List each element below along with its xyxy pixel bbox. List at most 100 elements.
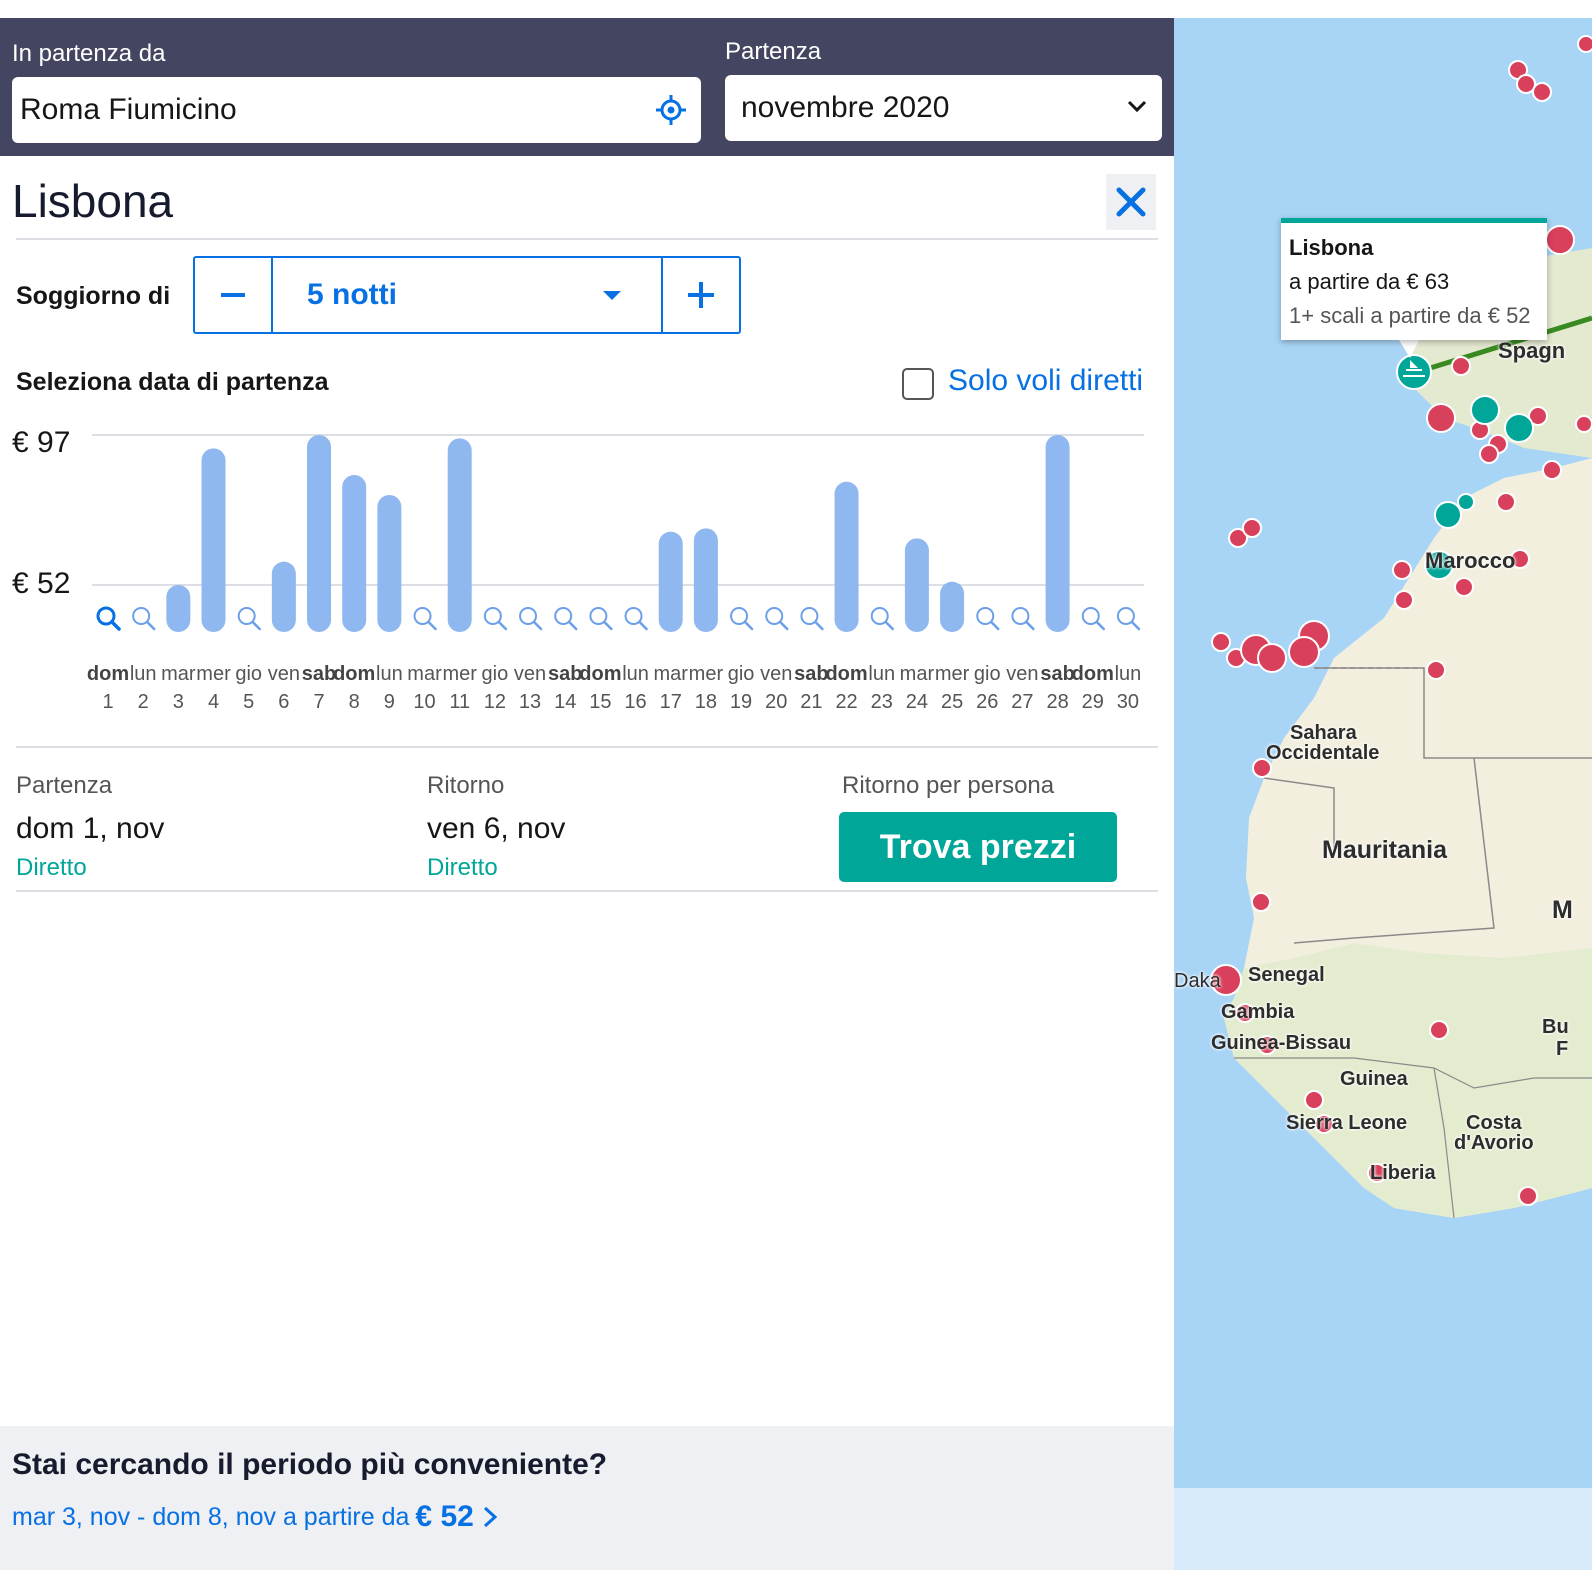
weekday-label: mar (161, 663, 196, 685)
price-bar[interactable] (834, 481, 859, 632)
map-label-davorio: d'Avorio (1454, 1132, 1534, 1154)
price-bar[interactable] (166, 585, 191, 632)
destination-pins[interactable] (1210, 35, 1592, 1206)
search-date-icon[interactable] (483, 607, 508, 631)
map-view[interactable]: Spagn Marocco Sahara Occidentale Maurita… (1174, 18, 1592, 1570)
locate-icon[interactable] (655, 94, 687, 126)
search-date-icon[interactable] (237, 607, 261, 631)
price-bar[interactable] (1045, 435, 1070, 632)
decrement-button[interactable] (195, 258, 271, 332)
weekday-label: gio (235, 663, 262, 685)
price-bar[interactable] (658, 531, 683, 632)
map-label-spain: Spagn (1498, 338, 1566, 363)
weekday-label: mar (900, 663, 935, 685)
destination-tooltip[interactable]: Lisbona a partire da € 63 1+ scali a par… (1281, 218, 1547, 340)
search-date-icon[interactable] (730, 607, 754, 631)
date-price-chart: dom 1 lun 2 mar 3 mer 4 gio 5 ven 6 sab 7 dom 8 lun 9 mar 1… (87, 434, 1144, 713)
day-number-label: 5 (243, 691, 254, 713)
day-number-label: 25 (941, 691, 963, 713)
price-bar[interactable] (271, 561, 296, 632)
day-number-label: 22 (835, 691, 857, 713)
search-header: In partenza da Roma Fiumicino Partenza n… (0, 18, 1174, 156)
search-date-icon[interactable] (1116, 607, 1141, 631)
day-number-label: 15 (589, 691, 611, 713)
day-number-label: 11 (449, 691, 470, 713)
day-number-label: 18 (695, 691, 717, 713)
divider (16, 746, 1158, 748)
search-date-icon[interactable] (589, 607, 613, 631)
direct-flight-pins[interactable] (1396, 354, 1534, 580)
price-bar[interactable] (940, 581, 965, 632)
search-date-icon[interactable] (765, 607, 789, 631)
weekday-label: lun (622, 663, 649, 685)
price-bar[interactable] (447, 438, 472, 632)
link-text: mar 3, nov - dom 8, nov a partire da (12, 1502, 410, 1531)
day-number-label: 24 (906, 691, 928, 713)
chevron-right-icon (483, 1506, 498, 1528)
cheapest-period-banner: Stai cercando il periodo più conveniente… (0, 1426, 1174, 1570)
search-date-icon[interactable] (800, 607, 824, 631)
day-number-label: 17 (660, 691, 682, 713)
chevron-down-icon (1127, 100, 1147, 113)
search-date-icon[interactable] (96, 606, 121, 631)
day-number-label: 28 (1046, 691, 1068, 713)
day-number-label: 23 (871, 691, 893, 713)
price-bar[interactable] (201, 448, 226, 632)
weekday-label: mar (653, 663, 688, 685)
top-strip (0, 0, 1592, 18)
day-number-label: 26 (976, 691, 998, 713)
weekday-label: ven (1006, 663, 1038, 685)
select-date-label: Seleziona data di partenza (16, 368, 329, 396)
search-date-icon[interactable] (554, 607, 578, 631)
depart-month-select[interactable]: novembre 2020 (725, 75, 1162, 141)
increment-button[interactable] (663, 258, 739, 332)
depart-label: Partenza (725, 38, 822, 65)
day-number-label: 19 (730, 691, 752, 713)
tooltip-direct-price: a partire da € 63 (1289, 269, 1450, 294)
y-tick-min: € 52 (12, 567, 71, 600)
map-label-f: F (1556, 1038, 1569, 1060)
day-number-label: 8 (349, 691, 360, 713)
price-bar[interactable] (377, 495, 402, 632)
find-prices-button[interactable]: Trova prezzi (839, 812, 1117, 882)
search-date-icon[interactable] (870, 607, 894, 631)
stay-stepper[interactable]: 5 notti (193, 256, 741, 334)
search-date-icon[interactable] (624, 607, 648, 631)
search-date-icon[interactable] (976, 607, 1000, 631)
price-bar[interactable] (693, 528, 718, 632)
weekday-label: gio (728, 663, 755, 685)
direct-only-checkbox[interactable] (902, 368, 934, 400)
search-date-icon[interactable] (1081, 607, 1106, 631)
weekday-label: sab (302, 663, 336, 685)
search-date-icon[interactable] (413, 607, 437, 631)
weekday-label: lun (1115, 663, 1142, 685)
day-number-label: 16 (624, 691, 646, 713)
departure-date: dom 1, nov (16, 812, 165, 845)
price-bar[interactable] (307, 435, 332, 632)
search-date-icon[interactable] (132, 607, 156, 631)
map-label-gambia: Gambia (1221, 1001, 1295, 1023)
price-bar[interactable] (342, 475, 367, 632)
selected-pin-icon (1403, 360, 1425, 377)
weekday-label: mer (442, 663, 477, 685)
cheapest-period-link[interactable]: mar 3, nov - dom 8, nov a partire da € 5… (12, 1500, 500, 1534)
departure-label: Partenza (16, 772, 113, 799)
price-bar[interactable] (904, 538, 929, 632)
search-date-icon[interactable] (519, 607, 543, 631)
direct-only-label[interactable]: Solo voli diretti (948, 364, 1144, 397)
destination-title: Lisbona (12, 175, 174, 227)
return-label: Ritorno (427, 772, 505, 799)
weekday-label: lun (868, 663, 895, 685)
origin-input[interactable]: Roma Fiumicino (12, 77, 701, 143)
search-date-icon[interactable] (1011, 607, 1035, 631)
weekday-label: dom (825, 663, 867, 685)
map-label-liberia: Liberia (1370, 1162, 1436, 1184)
tooltip-title: Lisbona (1289, 235, 1374, 260)
close-button[interactable] (1106, 174, 1156, 230)
weekday-label: mer (196, 663, 231, 685)
weekday-label: dom (1072, 663, 1114, 685)
stay-select[interactable]: 5 notti (271, 258, 663, 332)
day-number-label: 10 (413, 691, 435, 713)
origin-value: Roma Fiumicino (20, 93, 237, 126)
link-price: € 52 (415, 1500, 474, 1533)
